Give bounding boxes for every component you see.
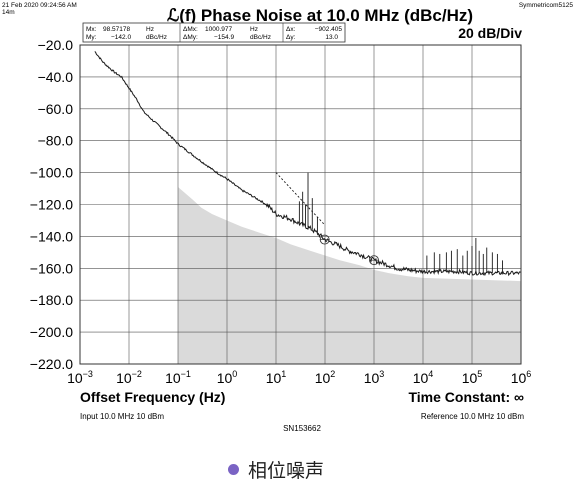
x-tick-label: 10−2 bbox=[116, 369, 142, 386]
input-info: Input 10.0 MHz 10 dBm bbox=[80, 412, 164, 421]
phase-noise-trace bbox=[94, 51, 522, 277]
dmx-value: 1000.977 bbox=[205, 26, 232, 33]
time-constant: Time Constant: ∞ bbox=[408, 389, 524, 405]
y-tick-label: −100.0 bbox=[30, 165, 73, 181]
my-value: −142.0 bbox=[111, 34, 131, 41]
y-tick-label: −220.0 bbox=[30, 356, 73, 372]
y-tick-label: −80.0 bbox=[38, 133, 74, 149]
phase-noise-chart: 21 Feb 2020 09:24:56 AM 14m Symmetricom5… bbox=[2, 2, 574, 433]
y-tick-label: −140.0 bbox=[30, 228, 73, 244]
y-tick-label: −160.0 bbox=[30, 260, 73, 276]
x-tick-label: 10−3 bbox=[67, 369, 93, 386]
my-unit: dBc/Hz bbox=[146, 34, 167, 41]
x-tick-label: 103 bbox=[364, 369, 385, 386]
dx-label: Δx: bbox=[286, 26, 296, 33]
timestamp-line2: 14m bbox=[2, 9, 15, 16]
mx-unit: Hz bbox=[146, 26, 154, 33]
x-tick-label: 101 bbox=[266, 369, 287, 386]
dy-value: 13.0 bbox=[325, 34, 338, 41]
y-tick-label: −120.0 bbox=[30, 197, 73, 213]
caption-text: 相位噪声 bbox=[248, 460, 325, 482]
x-tick-label: 100 bbox=[217, 369, 238, 386]
reference-info: Reference 10.0 MHz 10 dBm bbox=[421, 412, 524, 421]
y-axis-ticks: −20.0 −40.0 −60.0 −80.0 −100.0 −120.0 −140.0 −1… bbox=[30, 37, 73, 372]
plot-frame bbox=[79, 44, 522, 365]
marker-readout: Mx: 98.57178 Hz My: −142.0 dBc/Hz ΔMx: 1… bbox=[82, 22, 346, 43]
dmx-label: ΔMx: bbox=[183, 26, 198, 33]
x-tick-label: 102 bbox=[315, 369, 336, 386]
noise-floor-layer bbox=[178, 187, 521, 364]
x-axis-label: Offset Frequency (Hz) bbox=[80, 389, 225, 405]
y-tick-label: −200.0 bbox=[30, 324, 73, 340]
x-axis-ticks: 10−3 10−2 10−1 100 101 102 103 104 105 106 bbox=[67, 369, 531, 386]
dmy-unit: dBc/Hz bbox=[250, 34, 271, 41]
figure-caption: 相位噪声 bbox=[228, 456, 324, 483]
marker-readout-box bbox=[82, 22, 346, 43]
noise-floor-area bbox=[178, 187, 521, 364]
x-tick-label: 106 bbox=[511, 369, 532, 386]
mx-value: 98.57178 bbox=[103, 26, 130, 33]
scale-label: 20 dB/Div bbox=[458, 25, 522, 41]
timestamp: 21 Feb 2020 09:24:56 AM bbox=[2, 2, 77, 9]
y-tick-label: −40.0 bbox=[38, 69, 74, 85]
y-tick-label: −180.0 bbox=[30, 292, 73, 308]
mx-label: Mx: bbox=[86, 26, 97, 33]
my-label: My: bbox=[86, 34, 97, 41]
y-tick-label: −60.0 bbox=[38, 101, 74, 117]
x-tick-label: 10−1 bbox=[165, 369, 191, 386]
trace-layer bbox=[94, 51, 522, 277]
bullet-icon bbox=[228, 464, 239, 475]
y-tick-label: −20.0 bbox=[38, 37, 74, 53]
x-tick-label: 104 bbox=[413, 369, 434, 386]
serial-number: SN153662 bbox=[283, 424, 321, 433]
dx-value: −902.405 bbox=[315, 26, 343, 33]
dmx-unit: Hz bbox=[250, 26, 258, 33]
chart-title: ℒ(f) Phase Noise at 10.0 MHz (dBc/Hz) bbox=[167, 6, 473, 25]
dy-label: Δy: bbox=[286, 34, 296, 41]
dmy-value: −154.9 bbox=[214, 34, 234, 41]
brand-label: Symmetricom5125 bbox=[519, 2, 574, 9]
dmy-label: ΔMy: bbox=[183, 34, 198, 41]
x-tick-label: 105 bbox=[462, 369, 483, 386]
